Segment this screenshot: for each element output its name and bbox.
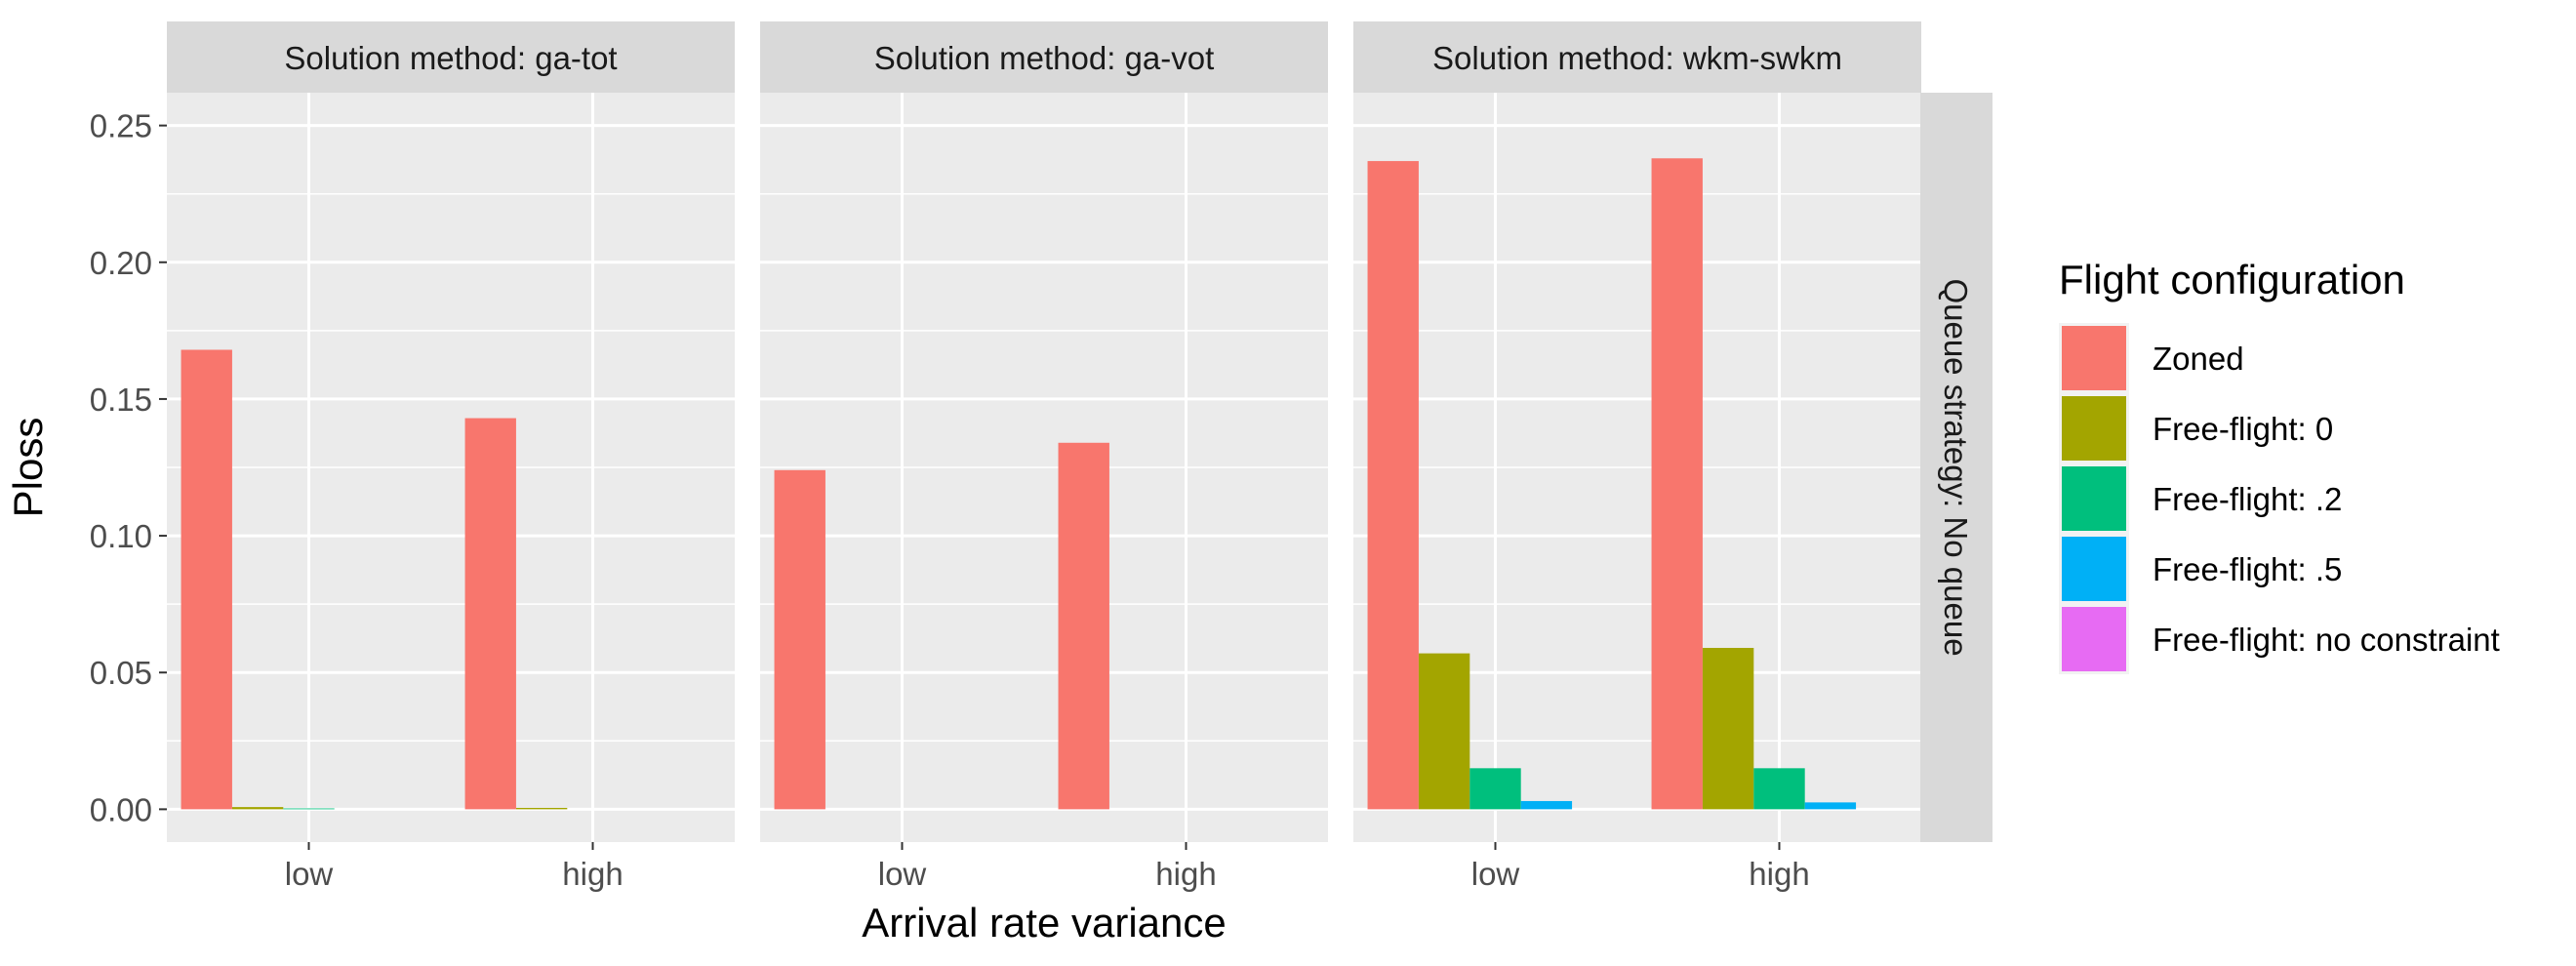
- bar: [181, 349, 232, 810]
- bar: [1520, 800, 1573, 810]
- strip-label: Solution method: ga-tot: [284, 40, 617, 76]
- y-tick-label: 0.10: [90, 518, 152, 554]
- y-tick-label: 0.20: [90, 245, 152, 281]
- bar: [464, 418, 516, 810]
- legend-label: Free-flight: .2: [2153, 481, 2342, 517]
- facet-panel: Solution method: wkm-swkm low high: [1353, 21, 1921, 892]
- row-strip-label: Queue strategy: No queue: [1938, 278, 1974, 656]
- y-tick-label: 0.05: [90, 655, 152, 691]
- bar: [231, 807, 284, 810]
- facet-panel: Solution method: ga-tot low high: [167, 21, 735, 892]
- bar: [515, 807, 568, 810]
- bar: [1753, 768, 1805, 810]
- legend-swatch: [2062, 396, 2126, 461]
- x-axis-title: Arrival rate variance: [862, 900, 1226, 946]
- bar: [1058, 442, 1109, 810]
- row-strip-background: [1920, 93, 1992, 842]
- strip-background: [1353, 21, 1921, 93]
- legend-swatch: [2062, 326, 2126, 390]
- y-axis-title: Ploss: [5, 418, 51, 518]
- bar: [774, 469, 825, 810]
- strip-background: [760, 21, 1328, 93]
- x-tick-label: low: [878, 856, 927, 892]
- legend-label: Free-flight: no constraint: [2153, 622, 2500, 658]
- x-tick-label: high: [1155, 856, 1216, 892]
- bar: [1469, 768, 1521, 810]
- y-tick-label: 0.00: [90, 791, 152, 827]
- legend-label: Free-flight: 0: [2153, 411, 2333, 447]
- legend-title: Flight configuration: [2059, 257, 2405, 302]
- legend-label: Zoned: [2153, 341, 2244, 377]
- legend-swatch: [2062, 607, 2126, 671]
- bar: [1702, 647, 1754, 810]
- facet-panel: Solution method: ga-vot low high: [760, 21, 1328, 892]
- bar: [1804, 802, 1857, 810]
- strip-background: [167, 21, 735, 93]
- legend-swatch: [2062, 537, 2126, 601]
- strip-label: Solution method: ga-vot: [874, 40, 1215, 76]
- x-tick-label: high: [562, 856, 623, 892]
- y-tick-label: 0.15: [90, 382, 152, 418]
- bar: [283, 808, 335, 810]
- row-strip: Queue strategy: No queue: [1920, 93, 1992, 842]
- legend-swatch: [2062, 466, 2126, 531]
- y-tick-label: 0.25: [90, 108, 152, 144]
- legend-label: Free-flight: .5: [2153, 551, 2342, 587]
- x-tick-label: low: [1471, 856, 1520, 892]
- strip-label: Solution method: wkm-swkm: [1432, 40, 1842, 76]
- bar: [1367, 161, 1419, 810]
- bar: [1651, 158, 1703, 810]
- x-tick-label: high: [1749, 856, 1809, 892]
- y-axis: 0.00 0.05 0.10 0.15 0.20 0.25: [90, 108, 167, 827]
- x-tick-label: low: [285, 856, 334, 892]
- bar: [1418, 653, 1470, 810]
- legend: Flight configuration Zoned Free-flight: 0…: [2059, 257, 2500, 674]
